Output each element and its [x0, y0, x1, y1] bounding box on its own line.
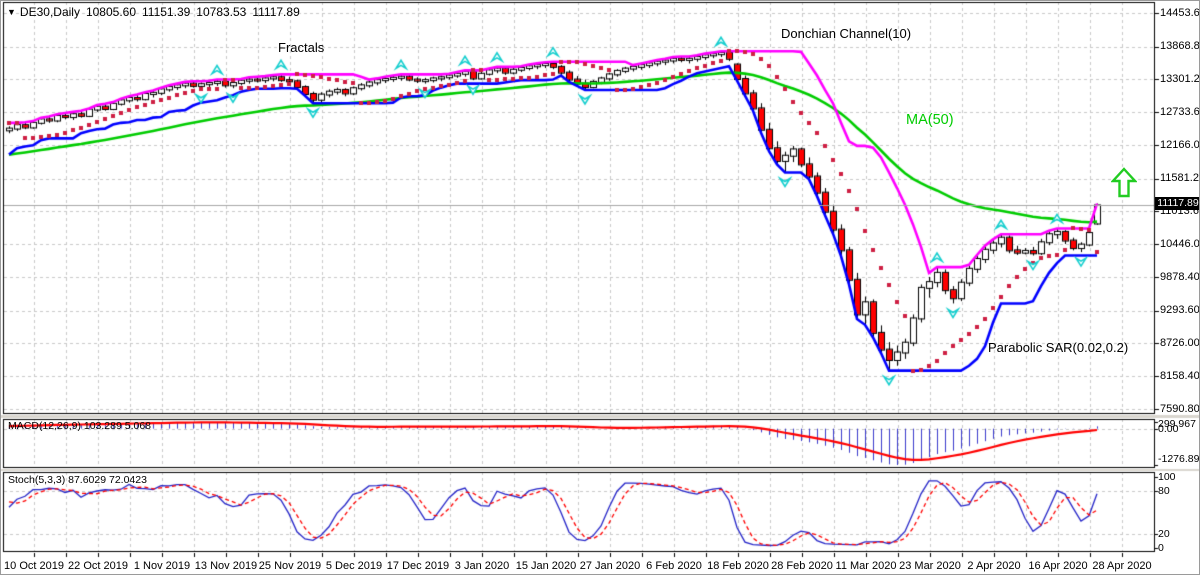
price-tick-label: 8158.40 [1160, 370, 1200, 382]
price-tick-label: 9293.60 [1160, 304, 1200, 316]
date-tick-label: 27 Jan 2020 [579, 560, 641, 572]
price-tick-label: 7590.80 [1160, 403, 1200, 415]
date-tick-label: 17 Dec 2019 [386, 560, 450, 572]
date-tick-label: 25 Nov 2019 [258, 560, 322, 572]
up-signal-arrow-icon [1111, 167, 1137, 198]
current-price-badge: 11117.89 [1155, 197, 1199, 210]
stochastic-tick-label: 0 [1158, 542, 1164, 554]
date-tick-label: 13 Nov 2019 [194, 560, 258, 572]
price-tick-label: 11581.20 [1160, 172, 1199, 184]
date-tick-label: 5 Dec 2019 [325, 560, 383, 572]
date-tick-label: 18 Feb 2020 [707, 560, 769, 572]
date-tick-label: 10 Oct 2019 [4, 560, 64, 572]
stochastic-tick-label: 80 [1158, 485, 1170, 497]
date-tick-label: 15 Jan 2020 [515, 560, 577, 572]
stochastic-tick-label: 20 [1158, 528, 1170, 540]
price-tick-label: 14453.60 [1160, 7, 1200, 19]
date-tick-label: 22 Oct 2019 [68, 560, 128, 572]
price-tick-label: 12166.00 [1160, 139, 1200, 151]
date-tick-label: 28 Feb 2020 [771, 560, 833, 572]
date-tick-label: 11 Mar 2020 [835, 560, 897, 572]
symbol-dropdown-icon[interactable]: ▼ [7, 7, 16, 17]
stochastic-tick-label: 100 [1158, 471, 1176, 483]
date-tick-label: 3 Jan 2020 [454, 560, 510, 572]
price-tick-label: 9878.40 [1160, 271, 1200, 283]
macd-tick-label: -1276.896 [1158, 453, 1200, 465]
date-tick-label: 28 Apr 2020 [1092, 560, 1152, 572]
macd-tick-label: 0.00 [1158, 423, 1179, 435]
price-tick-label: 13868.80 [1160, 40, 1200, 52]
date-tick-label: 16 Apr 2020 [1028, 560, 1088, 572]
date-tick-label: 23 Mar 2020 [899, 560, 961, 572]
date-tick-label: 2 Apr 2020 [967, 560, 1021, 572]
price-tick-label: 8726.00 [1160, 337, 1200, 349]
macd-tick-label: 299.967 [1158, 418, 1196, 430]
price-tick-label: 12733.60 [1160, 106, 1200, 118]
price-tick-label: 10446.00 [1160, 238, 1200, 250]
date-tick-label: 6 Feb 2020 [646, 560, 702, 572]
price-tick-label: 13301.20 [1160, 73, 1200, 85]
date-tick-label: 1 Nov 2019 [133, 560, 191, 572]
